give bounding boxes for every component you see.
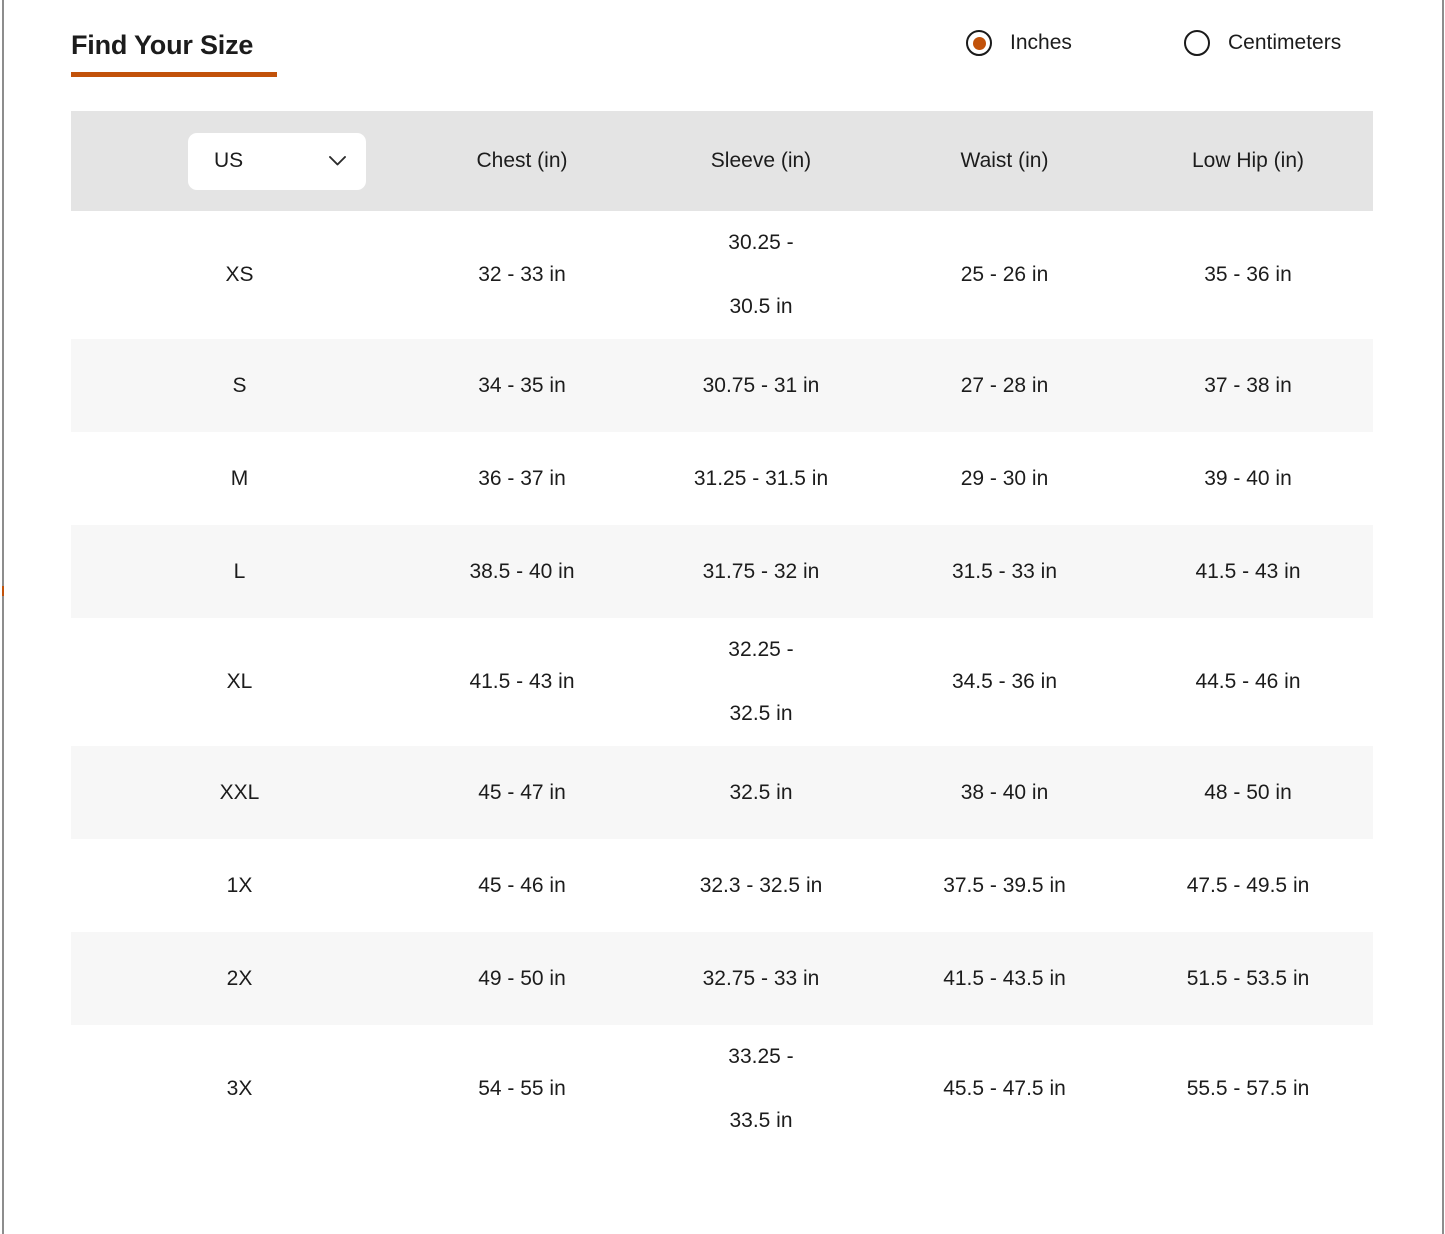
column-header-waist: Waist (in) (960, 149, 1049, 172)
cell-chest: 41.5 - 43 in (469, 670, 575, 693)
chevron-down-icon (329, 156, 346, 166)
cell-waist: 37.5 - 39.5 in (943, 873, 1066, 897)
table-row: M 36 - 37 in 31.25 - 31.5 in 29 - 30 in … (71, 432, 1373, 525)
unit-label-centimeters: Centimeters (1228, 31, 1342, 54)
radio-inches-icon[interactable] (966, 30, 992, 56)
cell-hip: 44.5 - 46 in (1195, 670, 1301, 693)
cell-sleeve: 31.25 - 31.5 in (693, 466, 829, 490)
cell-sleeve: 32.5 in (729, 780, 793, 804)
cell-waist: 31.5 - 33 in (951, 559, 1058, 583)
cell-chest: 45 - 46 in (478, 873, 566, 897)
cell-waist: 27 - 28 in (960, 373, 1049, 397)
size-chart-table: US Chest (in) Sleeve (in) Waist (in) Low… (71, 111, 1373, 1153)
cell-sleeve: 30.25 - 30.5 in (636, 211, 886, 339)
cell-hip: 55.5 - 57.5 in (1186, 1077, 1310, 1100)
cell-hip: 47.5 - 49.5 in (1186, 873, 1310, 897)
unit-option-centimeters[interactable]: Centimeters (1184, 30, 1341, 56)
cell-waist: 29 - 30 in (960, 466, 1049, 490)
cell-sleeve-line2: 30.5 in (729, 295, 793, 318)
cell-sleeve: 31.75 - 32 in (702, 559, 820, 583)
cell-size: XL (226, 670, 253, 693)
table-row: L 38.5 - 40 in 31.75 - 32 in 31.5 - 33 i… (71, 525, 1373, 618)
cell-size: 1X (226, 873, 253, 897)
cell-sleeve: 32.3 - 32.5 in (699, 873, 823, 897)
cell-size: 2X (226, 966, 253, 990)
cell-chest: 49 - 50 in (478, 966, 566, 990)
cell-chest: 32 - 33 in (478, 263, 566, 286)
unit-label-inches: Inches (1010, 31, 1072, 54)
table-row: XL 41.5 - 43 in 32.25 - 32.5 in 34.5 - 3… (71, 618, 1373, 746)
cell-waist: 41.5 - 43.5 in (943, 966, 1066, 990)
cell-sleeve-line2: 33.5 in (729, 1109, 793, 1132)
radio-selected-dot-icon (972, 36, 986, 50)
cell-sleeve: 33.25 - 33.5 in (636, 1025, 886, 1153)
cell-chest: 34 - 35 in (478, 373, 566, 397)
column-header-hip: Low Hip (in) (1191, 149, 1305, 172)
table-header-row: US Chest (in) Sleeve (in) Waist (in) Low… (71, 111, 1373, 211)
cell-sleeve-line2: 32.5 in (729, 702, 793, 725)
table-row: XS 32 - 33 in 30.25 - 30.5 in 25 - 26 in… (71, 211, 1373, 339)
column-header-sleeve: Sleeve (in) (710, 149, 812, 172)
table-header: US Chest (in) Sleeve (in) Waist (in) Low… (71, 111, 1373, 211)
cell-hip: 41.5 - 43 in (1195, 559, 1301, 583)
cell-sleeve: 30.75 - 31 in (702, 373, 820, 397)
radio-centimeters-icon[interactable] (1184, 30, 1210, 56)
cell-chest: 54 - 55 in (478, 1077, 566, 1100)
cell-waist: 25 - 26 in (960, 263, 1049, 286)
title-block: Find Your Size (71, 28, 277, 77)
cell-size: L (233, 559, 246, 583)
cell-hip: 37 - 38 in (1204, 373, 1292, 397)
cell-waist: 45.5 - 47.5 in (943, 1077, 1066, 1100)
table-row: 1X 45 - 46 in 32.3 - 32.5 in 37.5 - 39.5… (71, 839, 1373, 932)
column-header-chest: Chest (in) (476, 149, 568, 172)
column-header-size: US (71, 111, 408, 211)
table-row: 2X 49 - 50 in 32.75 - 33 in 41.5 - 43.5 … (71, 932, 1373, 1025)
cell-waist: 34.5 - 36 in (951, 670, 1058, 693)
table-row: 3X 54 - 55 in 33.25 - 33.5 in 45.5 - 47.… (71, 1025, 1373, 1153)
size-guide-header: Find Your Size Inches Centimeters (0, 0, 1445, 110)
cell-size: XXL (219, 780, 260, 804)
cell-chest: 36 - 37 in (478, 466, 566, 490)
cell-hip: 35 - 36 in (1204, 263, 1292, 286)
cell-sleeve: 32.75 - 33 in (702, 966, 820, 990)
cell-hip: 51.5 - 53.5 in (1186, 966, 1310, 990)
size-system-dropdown[interactable]: US (188, 132, 366, 190)
table-row: S 34 - 35 in 30.75 - 31 in 27 - 28 in 37… (71, 339, 1373, 432)
cell-chest: 45 - 47 in (478, 780, 566, 804)
table-body: XS 32 - 33 in 30.25 - 30.5 in 25 - 26 in… (71, 211, 1373, 1153)
cell-size: S (232, 373, 247, 397)
table-row: XXL 45 - 47 in 32.5 in 38 - 40 in 48 - 5… (71, 746, 1373, 839)
page-right-edge-rule (1442, 0, 1444, 1234)
cell-size: XS (225, 263, 254, 286)
cell-sleeve: 32.25 - 32.5 in (636, 618, 886, 746)
size-system-value: US (214, 149, 244, 172)
scroll-position-marker (2, 586, 4, 596)
page-title: Find Your Size (71, 30, 254, 60)
cell-size: M (230, 466, 249, 490)
cell-waist: 38 - 40 in (960, 780, 1049, 804)
cell-size: 3X (226, 1077, 253, 1100)
title-underline (71, 72, 277, 77)
cell-chest: 38.5 - 40 in (469, 559, 575, 583)
cell-sleeve-line1: 32.25 - (728, 638, 794, 661)
cell-hip: 48 - 50 in (1204, 780, 1292, 804)
cell-hip: 39 - 40 in (1204, 466, 1292, 490)
cell-sleeve-line1: 33.25 - (728, 1045, 794, 1068)
page-left-edge-rule (2, 0, 4, 1234)
cell-sleeve-line1: 30.25 - (728, 231, 794, 254)
unit-option-inches[interactable]: Inches (966, 30, 1072, 56)
